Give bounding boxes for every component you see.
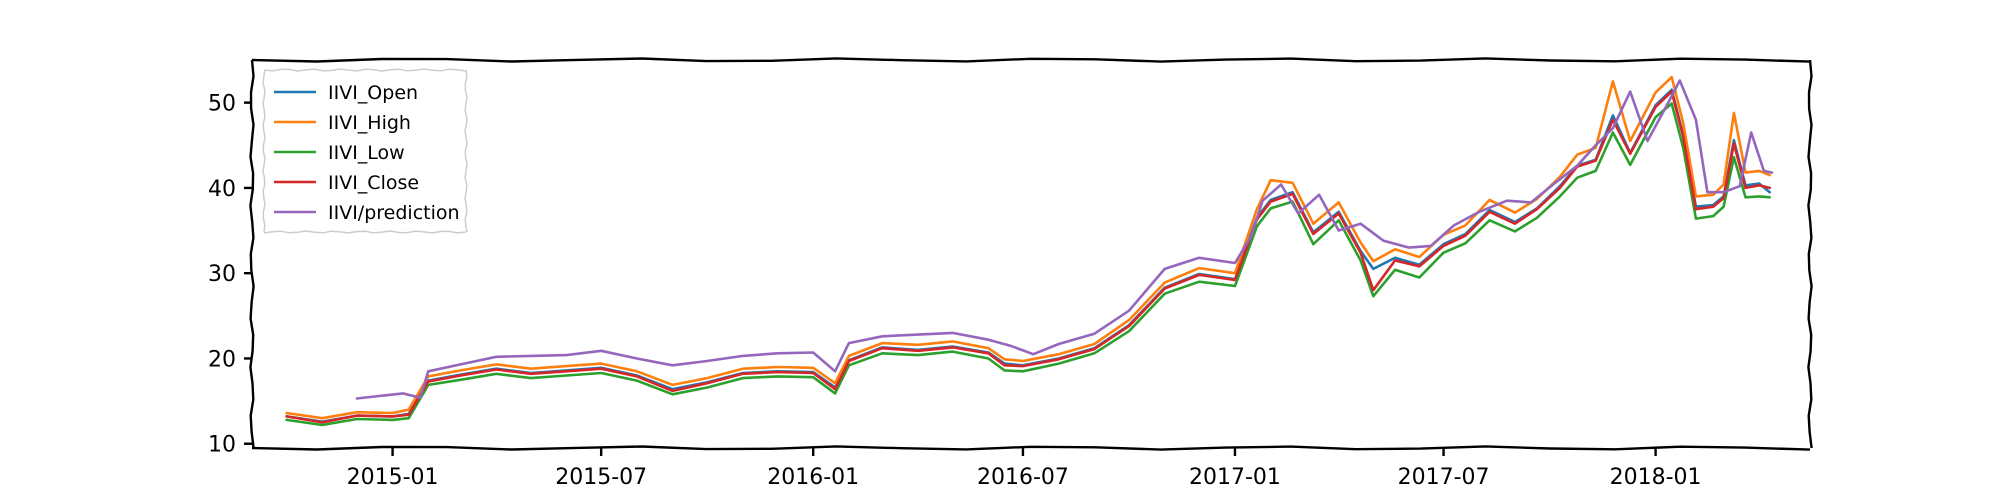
series-line-iivi-prediction bbox=[355, 79, 1774, 400]
axis-frame-top bbox=[251, 57, 1811, 63]
legend-label: IIVI/prediction bbox=[328, 202, 460, 224]
y-tick-label: 10 bbox=[208, 433, 236, 458]
series-line-iivi-close bbox=[285, 90, 1771, 424]
legend-label: IIVI_High bbox=[328, 112, 411, 134]
x-tick-label: 2015-01 bbox=[347, 465, 439, 490]
legend[interactable]: IIVI_Open IIVI_High IIVI_Low IIVI_Close IIVI… bbox=[262, 68, 468, 234]
x-axis-line bbox=[251, 445, 1811, 451]
y-tick-label: 20 bbox=[208, 347, 236, 372]
y-axis-line bbox=[249, 59, 255, 449]
y-tick-label: 50 bbox=[208, 92, 236, 117]
series-line-iivi-low bbox=[285, 102, 1771, 427]
x-tick-label: 2018-01 bbox=[1610, 465, 1702, 490]
legend-label: IIVI_Close bbox=[328, 172, 419, 194]
y-tick-label: 40 bbox=[208, 177, 236, 202]
x-tick-label: 2017-07 bbox=[1398, 465, 1490, 490]
series-line-iivi-high bbox=[285, 75, 1771, 420]
legend-label: IIVI_Low bbox=[328, 142, 405, 164]
legend-box bbox=[262, 68, 468, 234]
x-tick-label: 2015-07 bbox=[555, 465, 647, 490]
axes: 10 20 30 40 50 2015-01 2015-07 2016-01 2016-07 20… bbox=[208, 57, 1813, 490]
axis-frame-right bbox=[1807, 59, 1813, 449]
series-lines bbox=[285, 75, 1774, 427]
x-tick-label: 2016-07 bbox=[977, 465, 1069, 490]
legend-label: IIVI_Open bbox=[328, 82, 418, 104]
x-tick-label: 2017-01 bbox=[1189, 465, 1281, 490]
x-tick-label: 2016-01 bbox=[767, 465, 859, 490]
y-tick-label: 30 bbox=[208, 262, 236, 287]
